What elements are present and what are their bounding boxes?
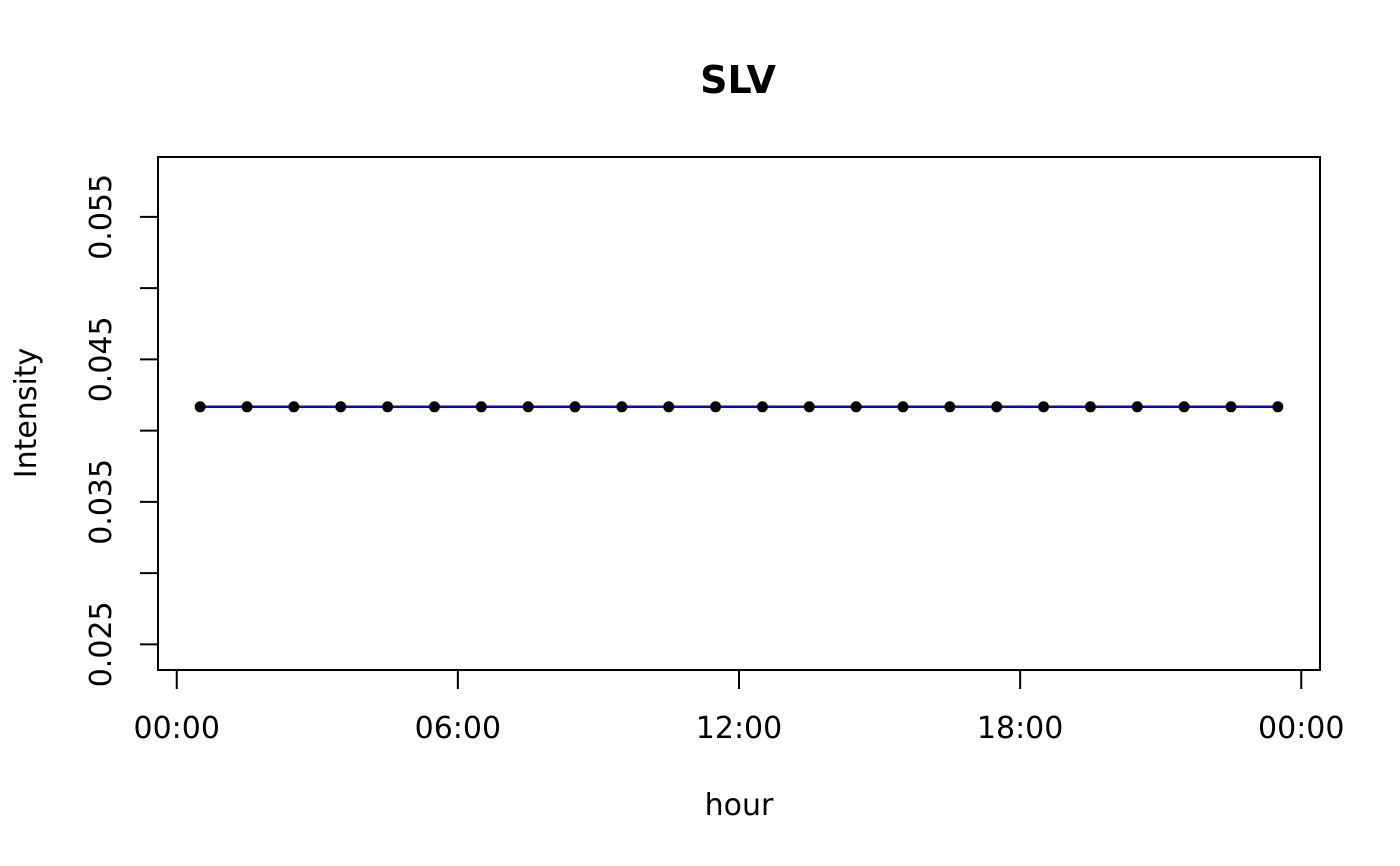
data-point [335, 401, 347, 413]
data-point [288, 401, 300, 413]
data-point [803, 401, 815, 413]
series-layer [194, 401, 1284, 413]
data-point [194, 401, 206, 413]
data-point [1084, 401, 1096, 413]
data-point [1038, 401, 1050, 413]
plot-frame [157, 156, 1321, 671]
data-point [756, 401, 768, 413]
x-axis-label: hour [705, 788, 774, 823]
chart-title: SLV [700, 58, 776, 102]
y-axis-label: Intensity [9, 348, 44, 479]
data-point [475, 401, 487, 413]
data-point [569, 401, 581, 413]
data-point [1178, 401, 1190, 413]
x-axis: 00:00 06:00 12:00 18:00 00:00 [134, 669, 1344, 746]
y-axis: 0.025 0.035 0.045 0.055 [84, 174, 159, 687]
data-point [1225, 401, 1237, 413]
x-tick-label: 06:00 [415, 711, 501, 746]
data-point [428, 401, 440, 413]
data-point [663, 401, 675, 413]
data-point [710, 401, 722, 413]
x-tick-label: 18:00 [977, 711, 1063, 746]
data-point [241, 401, 253, 413]
data-point [382, 401, 394, 413]
y-tick-label: 0.045 [84, 316, 119, 402]
data-point [616, 401, 628, 413]
y-tick-label: 0.025 [84, 601, 119, 687]
x-tick-label: 00:00 [1258, 711, 1344, 746]
data-point [850, 401, 862, 413]
data-point [522, 401, 534, 413]
y-tick-label: 0.055 [84, 174, 119, 260]
data-point [944, 401, 956, 413]
data-point [1131, 401, 1143, 413]
x-tick-label: 12:00 [696, 711, 782, 746]
y-tick-label: 0.035 [84, 459, 119, 545]
data-point [897, 401, 909, 413]
data-point [1272, 401, 1284, 413]
x-tick-label: 00:00 [134, 711, 220, 746]
data-point [991, 401, 1003, 413]
